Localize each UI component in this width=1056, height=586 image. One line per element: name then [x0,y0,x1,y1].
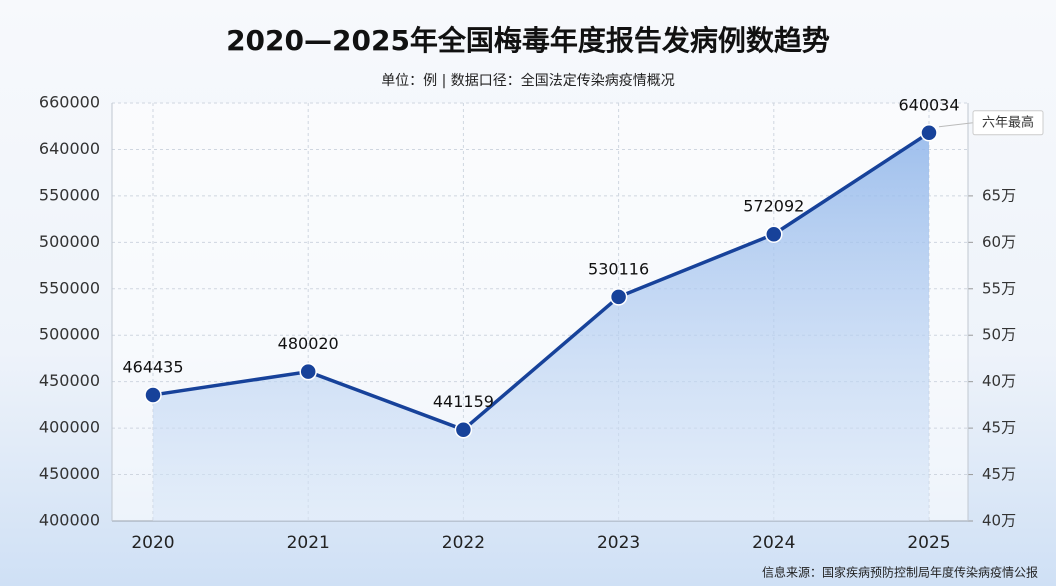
data-label: 530116 [588,259,649,278]
x-tick-label: 2022 [442,533,485,553]
y2-tick-label: 40万 [982,512,1016,530]
x-tick-label: 2025 [907,533,950,553]
annotation-leader [938,122,974,128]
annotation-box [972,110,1044,136]
y2-tick-label: 65万 [982,186,1016,204]
point [765,225,783,243]
point [299,362,317,381]
point [920,124,938,142]
annotation: 六年最高 [982,114,1034,130]
y-tick-label: 660000 [39,93,100,112]
y2-tick-label: 50万 [982,326,1016,344]
y-tick-label: 450000 [39,464,100,483]
y-tick-label: 550000 [39,185,100,204]
x-tick-label: 2021 [287,533,330,553]
y2-tick-label: 45万 [982,419,1016,437]
y-tick-label: 450000 [39,371,100,390]
point [144,386,162,404]
x-tick-label: 2020 [131,533,174,553]
y2-tick-label: 45万 [982,465,1016,483]
source-note: 信息来源：国家疾病预防控制局年度传染病疫情公报 [762,565,1038,580]
y-tick-label: 400000 [39,418,100,437]
point [609,288,628,306]
line [152,131,930,432]
chart-subtitle: 单位：例 | 数据口径：全国法定传染病疫情概况 [381,72,675,89]
x-tick-label: 2023 [597,533,640,553]
y2-tick-label: 40万 [982,372,1016,390]
y-tick-label: 500000 [39,232,100,251]
y-tick-label: 550000 [39,278,100,297]
chart-title: 2020—2025年全国梅毒年度报告发病例数趋势 [226,24,830,57]
y-tick-label: 500000 [39,325,100,344]
data-label: 572092 [743,197,804,216]
data-label: 464435 [122,357,183,376]
y2-tick-label: 60万 [982,233,1016,251]
y-tick-label: 400000 [39,511,100,530]
data-label: 640034 [898,95,959,114]
area [153,132,929,521]
data-label: 480020 [278,334,339,353]
y-tick-label: 640000 [39,139,100,158]
point [454,420,473,439]
x-tick-label: 2024 [752,533,795,553]
data-label: 441159 [433,392,494,411]
y2-tick-label: 55万 [982,279,1016,297]
